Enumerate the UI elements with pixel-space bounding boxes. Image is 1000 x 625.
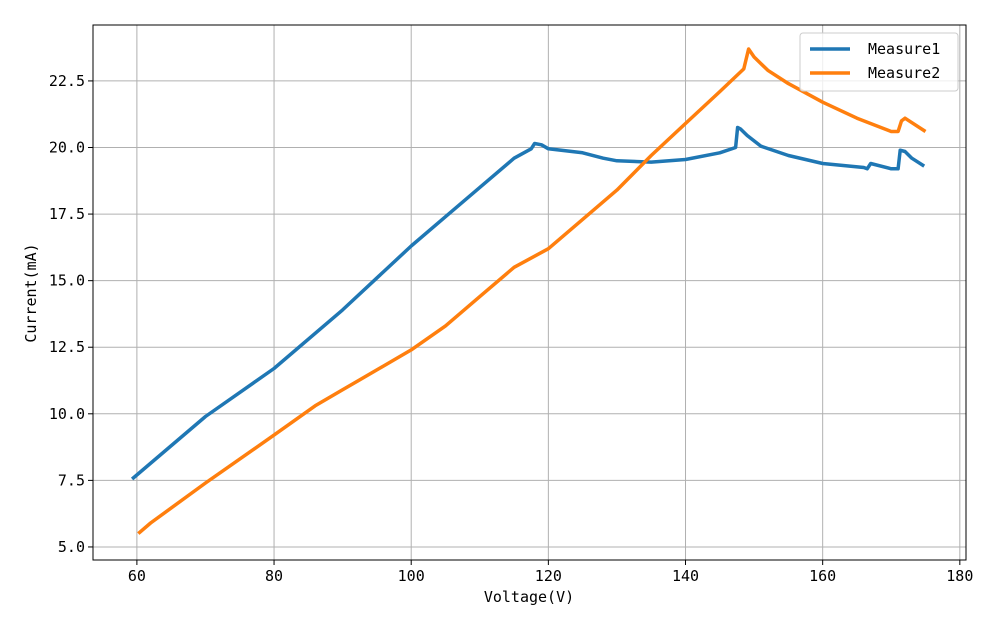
y-axis-label: Current(mA)	[22, 243, 40, 342]
legend-label: Measure2	[868, 64, 940, 82]
x-tick-label: 100	[398, 567, 425, 585]
y-tick-label: 17.5	[49, 205, 85, 223]
y-tick-label: 12.5	[49, 338, 85, 356]
x-tick-label: 120	[535, 567, 562, 585]
x-tick-label: 140	[672, 567, 699, 585]
y-tick-label: 20.0	[49, 138, 85, 156]
legend-label: Measure1	[868, 40, 940, 58]
x-tick-label: 60	[128, 567, 146, 585]
x-axis-label: Voltage(V)	[484, 588, 574, 606]
data-line	[137, 47, 927, 535]
data-line	[130, 125, 926, 481]
x-tick-label: 160	[809, 567, 836, 585]
y-tick-label: 22.5	[49, 72, 85, 90]
x-tick-label: 180	[946, 567, 973, 585]
x-tick-label: 80	[265, 567, 283, 585]
y-tick-label: 5.0	[58, 538, 85, 556]
plot-frame	[92, 24, 967, 561]
y-tick-label: 15.0	[49, 272, 85, 290]
y-tick-label: 7.5	[58, 471, 85, 489]
y-tick-label: 10.0	[49, 405, 85, 423]
